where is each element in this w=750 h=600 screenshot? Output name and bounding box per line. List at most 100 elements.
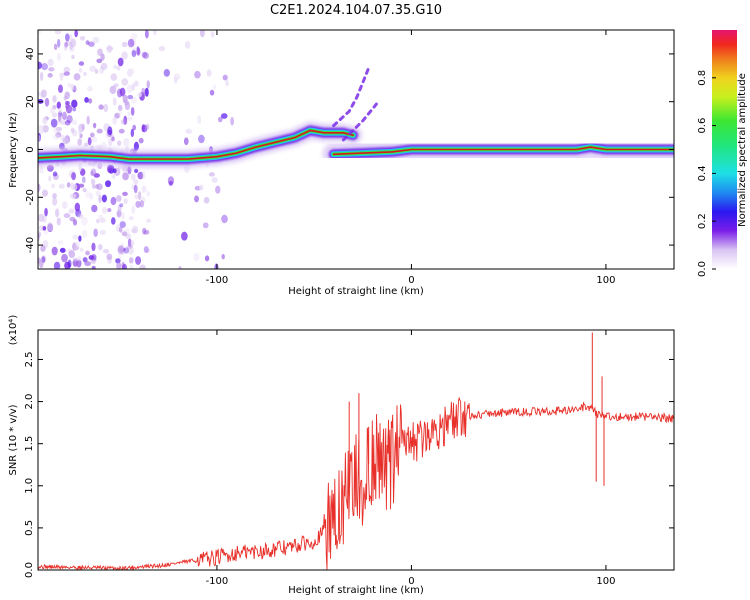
snr-y-tick-label: 2.5	[24, 352, 35, 368]
spectrogram-cell	[126, 116, 133, 121]
spectrogram-cell	[59, 73, 64, 82]
spectrogram-cell	[61, 111, 67, 121]
spectrogram-cell	[73, 73, 81, 81]
spectrogram-cell	[40, 89, 47, 98]
spectrogram-cell	[63, 66, 71, 73]
spectrogram-y-tick-label: -20	[25, 189, 36, 205]
spectrogram-cell	[118, 226, 123, 233]
spectrogram-cell	[91, 184, 97, 189]
spectrogram-cell	[130, 32, 138, 40]
spectrogram-cell	[101, 206, 108, 214]
spectrogram-cell	[77, 138, 83, 146]
spectrogram-cell	[57, 38, 61, 48]
spectrogram-cell	[55, 131, 62, 138]
spectrogram-cell	[62, 201, 67, 209]
spectrogram-cell	[38, 135, 41, 143]
spectrogram-cell	[93, 228, 98, 238]
spectrogram-cell	[141, 51, 148, 58]
spectrogram-cell	[92, 36, 100, 44]
spectrogram-cell	[61, 253, 68, 263]
spectrogram-cell	[134, 168, 139, 174]
spectrogram-cell	[98, 105, 104, 110]
snr-y-tick-label: 0.5	[24, 520, 35, 536]
spectrogram-cell	[185, 128, 192, 135]
spectrogram-cell	[130, 106, 135, 116]
spectrogram-ridge-lower	[332, 146, 674, 156]
spectrogram-cell	[39, 167, 44, 174]
spectrogram-cell	[53, 43, 58, 51]
spectrogram-cell	[85, 190, 92, 199]
spectrogram-cell	[69, 41, 73, 50]
spectrogram-cell	[81, 123, 85, 131]
spectrogram-cell	[124, 101, 131, 111]
spectrogram-cell	[53, 134, 60, 140]
spectrogram-cell	[141, 124, 145, 133]
spectrogram-cell	[143, 246, 149, 254]
snr-x-tick-label: -100	[206, 576, 229, 587]
spectrogram-cell	[83, 71, 87, 76]
spectrogram-cell	[100, 217, 106, 224]
spectrogram-cell	[90, 168, 97, 176]
spectrogram-cell	[127, 111, 131, 117]
spectrogram-cell	[173, 73, 181, 80]
spectrogram-cell	[141, 185, 147, 193]
spectrogram-cell	[77, 183, 85, 188]
spectrogram-cell	[146, 218, 152, 223]
spectrogram-cell	[197, 115, 202, 125]
snr-y-tick-label: 1.5	[24, 436, 35, 452]
spectrogram-cell	[90, 170, 94, 177]
spectrogram-cell	[78, 61, 85, 66]
spectrogram-cell	[89, 132, 95, 138]
spectrogram-cell	[144, 87, 149, 97]
spectrogram-cell	[199, 30, 205, 38]
spectrogram-cell	[127, 238, 132, 248]
spectrogram-cell	[97, 48, 103, 56]
spectrogram-cell	[110, 73, 118, 81]
spectrogram-cell	[141, 87, 146, 94]
spectrogram-cell	[98, 195, 102, 204]
spectrogram-cell	[146, 80, 150, 89]
spectrogram-cell	[56, 101, 62, 110]
spectrogram-cell	[114, 112, 121, 119]
spectrogram-cell	[116, 65, 121, 71]
snr-x-axis-label: Height of straight line (km)	[288, 585, 424, 596]
spectrogram-cell	[158, 46, 166, 52]
snr-y-ticks: 0.0 0.5 1.0 1.5 2.0 2.5	[24, 352, 674, 578]
spectrogram-cell	[107, 207, 112, 213]
spectrogram-cell	[127, 94, 134, 100]
spectrogram-cell	[119, 87, 126, 97]
spectrogram-cell	[64, 119, 71, 126]
spectrogram-cell	[118, 128, 125, 134]
spectrogram-cell	[146, 249, 151, 254]
spectrogram-cell	[91, 136, 98, 143]
spectrogram-cell	[138, 137, 144, 144]
spectrogram-cell	[144, 30, 149, 39]
spectrogram-cell	[99, 66, 104, 75]
spectrogram-panel: -100 0 100 -40 -20 0 20 40 Height of straight …	[8, 29, 675, 297]
spectrogram-cell	[103, 103, 109, 113]
spectrogram-cell	[63, 71, 70, 76]
spectrogram-cell	[79, 35, 86, 41]
spectrogram-cell	[181, 231, 188, 241]
spectrogram-cell	[69, 193, 77, 199]
spectrogram-cell	[51, 183, 55, 189]
spectrogram-cell	[100, 62, 108, 70]
spectrogram-cell	[97, 243, 103, 251]
spectrogram-cell	[78, 68, 83, 74]
spectrogram-cell	[88, 41, 95, 47]
spectrogram-cell	[133, 184, 138, 194]
spectrogram-cell	[142, 52, 150, 60]
spectrogram-cell	[38, 213, 45, 222]
spectrogram-cell	[115, 224, 121, 232]
spectrogram-cell	[107, 126, 113, 136]
spectrogram-cell	[106, 44, 113, 54]
snr-y-tick-label: 0.0	[24, 562, 35, 578]
spectrogram-cell	[41, 189, 49, 197]
spectrogram-cell	[91, 242, 96, 252]
spectrogram-cell	[47, 73, 53, 78]
spectrogram-cell	[128, 257, 134, 264]
spectrogram-cell	[89, 65, 97, 72]
spectrogram-cell	[52, 171, 58, 177]
spectrogram-x-axis-label: Height of straight line (km)	[288, 286, 424, 297]
colorbar-tick-label: 0.2	[697, 213, 708, 229]
